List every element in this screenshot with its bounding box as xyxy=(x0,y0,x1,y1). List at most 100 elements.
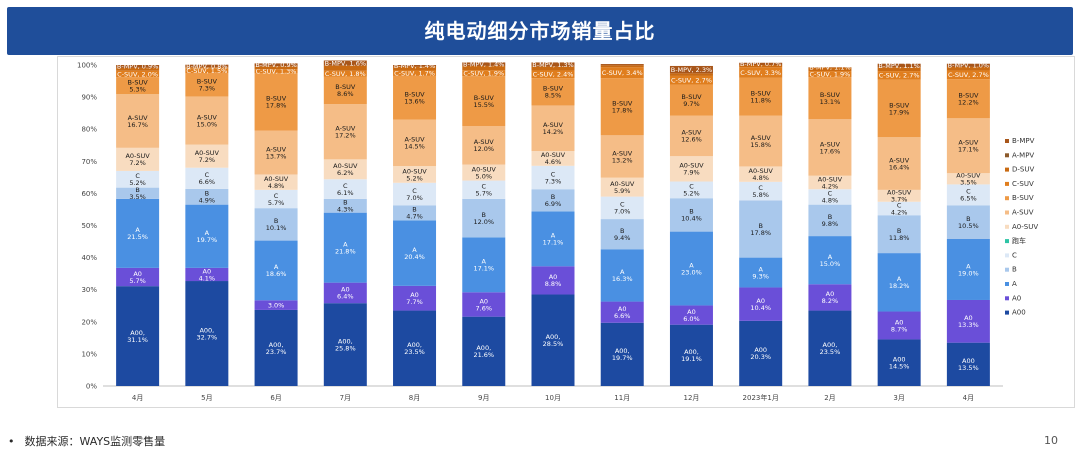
data-label-A: A 15.0% xyxy=(820,253,841,268)
bar-segment-B-SUV xyxy=(254,73,298,131)
data-label-A0: A0 7.7% xyxy=(406,291,423,306)
bar-segment-A xyxy=(323,212,367,283)
bar-segment-A0 xyxy=(116,267,160,287)
data-label-B-MPV: B-MPV, 1.4% xyxy=(394,62,435,70)
bar-segment-A-SUV xyxy=(254,130,298,175)
bar-segment-A00 xyxy=(808,310,852,386)
bar-segment-D-SUV xyxy=(600,65,644,68)
bar-segment-A0-SUV xyxy=(116,147,160,171)
bar-segment-C xyxy=(808,189,852,205)
bar-segment-A0-SUV xyxy=(808,175,852,190)
bar-segment-D-SUV xyxy=(393,66,437,71)
data-label-A0: A0 6.0% xyxy=(683,308,700,323)
bar-segment-B xyxy=(669,198,713,232)
bar-segment-A xyxy=(462,237,506,293)
legend-swatch-跑车 xyxy=(1005,239,1009,244)
data-label-B-SUV: B-SUV 17.8% xyxy=(612,100,633,115)
bar-segment-B-MPV xyxy=(116,65,160,68)
bar-segment-A xyxy=(116,198,160,268)
data-label-B: B 9.4% xyxy=(614,227,631,242)
x-tick-label: 2023年1月 xyxy=(743,393,779,402)
page-title: 纯电动细分市场销量占比 xyxy=(424,19,656,43)
bar-segment-A0-SUV xyxy=(877,189,921,202)
bar-segment-B-SUV xyxy=(669,84,713,116)
bar-segment-A0-SUV xyxy=(393,166,437,183)
y-tick-label: 50% xyxy=(81,222,97,230)
data-label-C: C 4.8% xyxy=(822,190,839,205)
data-label-A00: A00, 23.5% xyxy=(404,341,425,356)
bar-segment-A00 xyxy=(323,303,367,386)
bar-segment-A0 xyxy=(877,311,921,340)
bar-segment-C xyxy=(323,179,367,199)
bar-segment-B xyxy=(808,204,852,237)
data-label-B-MPV: B-MPV, 1.1% xyxy=(878,62,919,70)
data-label-C: C 5.7% xyxy=(268,192,285,207)
data-label-C-SUV: C-SUV, 2.7% xyxy=(671,77,712,85)
bar-segment-C xyxy=(531,165,575,190)
x-tick-label: 11月 xyxy=(614,394,630,402)
legend-label-A0-SUV: A0-SUV xyxy=(1012,223,1038,231)
data-label-A: A 23.0% xyxy=(681,261,702,276)
data-label-B: B 10.4% xyxy=(681,208,702,223)
data-label-A00: A00, 19.7% xyxy=(612,347,633,362)
data-label-C-SUV: C-SUV, 2.0% xyxy=(117,70,158,78)
data-label-A0-SUV: A0-SUV 7.2% xyxy=(125,152,150,167)
x-tick-label: 2月 xyxy=(824,394,835,402)
data-source-note: • 数据来源：WAYS监测零售量 xyxy=(8,433,165,449)
data-label-A00: A00, 28.5% xyxy=(543,333,564,348)
legend-swatch-B-SUV xyxy=(1005,196,1009,201)
data-label-A0: A0 8.7% xyxy=(891,318,908,333)
data-label-C-SUV: C-SUV, 3.4% xyxy=(602,69,643,77)
data-label-B-MPV: B-MPV, 0.9% xyxy=(117,63,158,71)
title-bar: 纯电动细分市场销量占比 xyxy=(7,7,1073,55)
legend-swatch-A0-SUV xyxy=(1005,224,1009,229)
data-label-C: C 5.2% xyxy=(129,172,146,187)
x-tick-label: 9月 xyxy=(478,394,489,402)
bar-segment-C-SUV xyxy=(462,70,506,77)
bar-segment-A xyxy=(808,236,852,285)
data-label-B-MPV: B-MPV, 1.4% xyxy=(463,60,504,68)
data-label-B: B 11.8% xyxy=(889,227,910,242)
data-label-B-SUV: B-SUV 5.3% xyxy=(128,79,149,94)
bar-segment-A00 xyxy=(669,324,713,386)
bar-segment-B-MPV xyxy=(739,62,783,65)
bar-segment-A-SUV xyxy=(808,119,852,176)
bar-segment-B-SUV xyxy=(808,77,852,120)
bar-segment-B-SUV xyxy=(185,73,229,97)
legend-label-B-MPV: B-MPV xyxy=(1012,137,1035,145)
data-label-B: B 4.3% xyxy=(337,199,354,214)
bar-segment-A-SUV xyxy=(393,119,437,167)
data-label-B: B 9.8% xyxy=(822,213,839,228)
data-label-C-SUV: C-SUV, 2.7% xyxy=(879,72,920,80)
bar-segment-A0-SUV xyxy=(600,177,644,197)
bar-segment-D-SUV xyxy=(946,66,990,71)
bar-segment-D-SUV xyxy=(669,73,713,76)
bar-segment-A00 xyxy=(600,322,644,386)
data-label-A0-SUV: A0-SUV 4.2% xyxy=(818,175,843,190)
data-label-C: C 5.7% xyxy=(476,183,493,198)
data-label-A0: A0 8.8% xyxy=(545,273,562,288)
x-tick-label: 4月 xyxy=(132,394,143,402)
bar-segment-B-SUV xyxy=(531,78,575,106)
data-label-A0-SUV: A0-SUV 6.2% xyxy=(333,162,358,177)
bar-segment-C-SUV xyxy=(393,70,437,76)
bar-segment-B xyxy=(600,219,644,250)
bar-segment-D-SUV xyxy=(531,66,575,71)
bar-segment-C xyxy=(877,201,921,216)
data-label-B-MPV: B-MPV, 1.0% xyxy=(948,62,989,70)
bar-segment-A0 xyxy=(669,305,713,325)
data-label-B: B 10.5% xyxy=(958,215,979,230)
data-label-A: A 21.8% xyxy=(335,240,356,255)
data-label-C-SUV: C-SUV, 1.8% xyxy=(325,70,366,78)
y-tick-label: 100% xyxy=(77,62,97,70)
data-label-A-SUV: A-SUV 13.2% xyxy=(612,149,633,164)
bar-segment-B-MPV xyxy=(185,64,229,68)
data-label-A00: A00 13.5% xyxy=(958,357,979,372)
bar-segment-B-SUV xyxy=(739,77,783,116)
bar-segment-A xyxy=(877,253,921,312)
bar-segment-C-SUV xyxy=(669,75,713,85)
legend-label-B: B xyxy=(1012,266,1017,274)
bar-segment-A xyxy=(531,211,575,267)
legend-label-跑车: 跑车 xyxy=(1012,236,1026,245)
bar-segment-A-SUV xyxy=(877,137,921,190)
